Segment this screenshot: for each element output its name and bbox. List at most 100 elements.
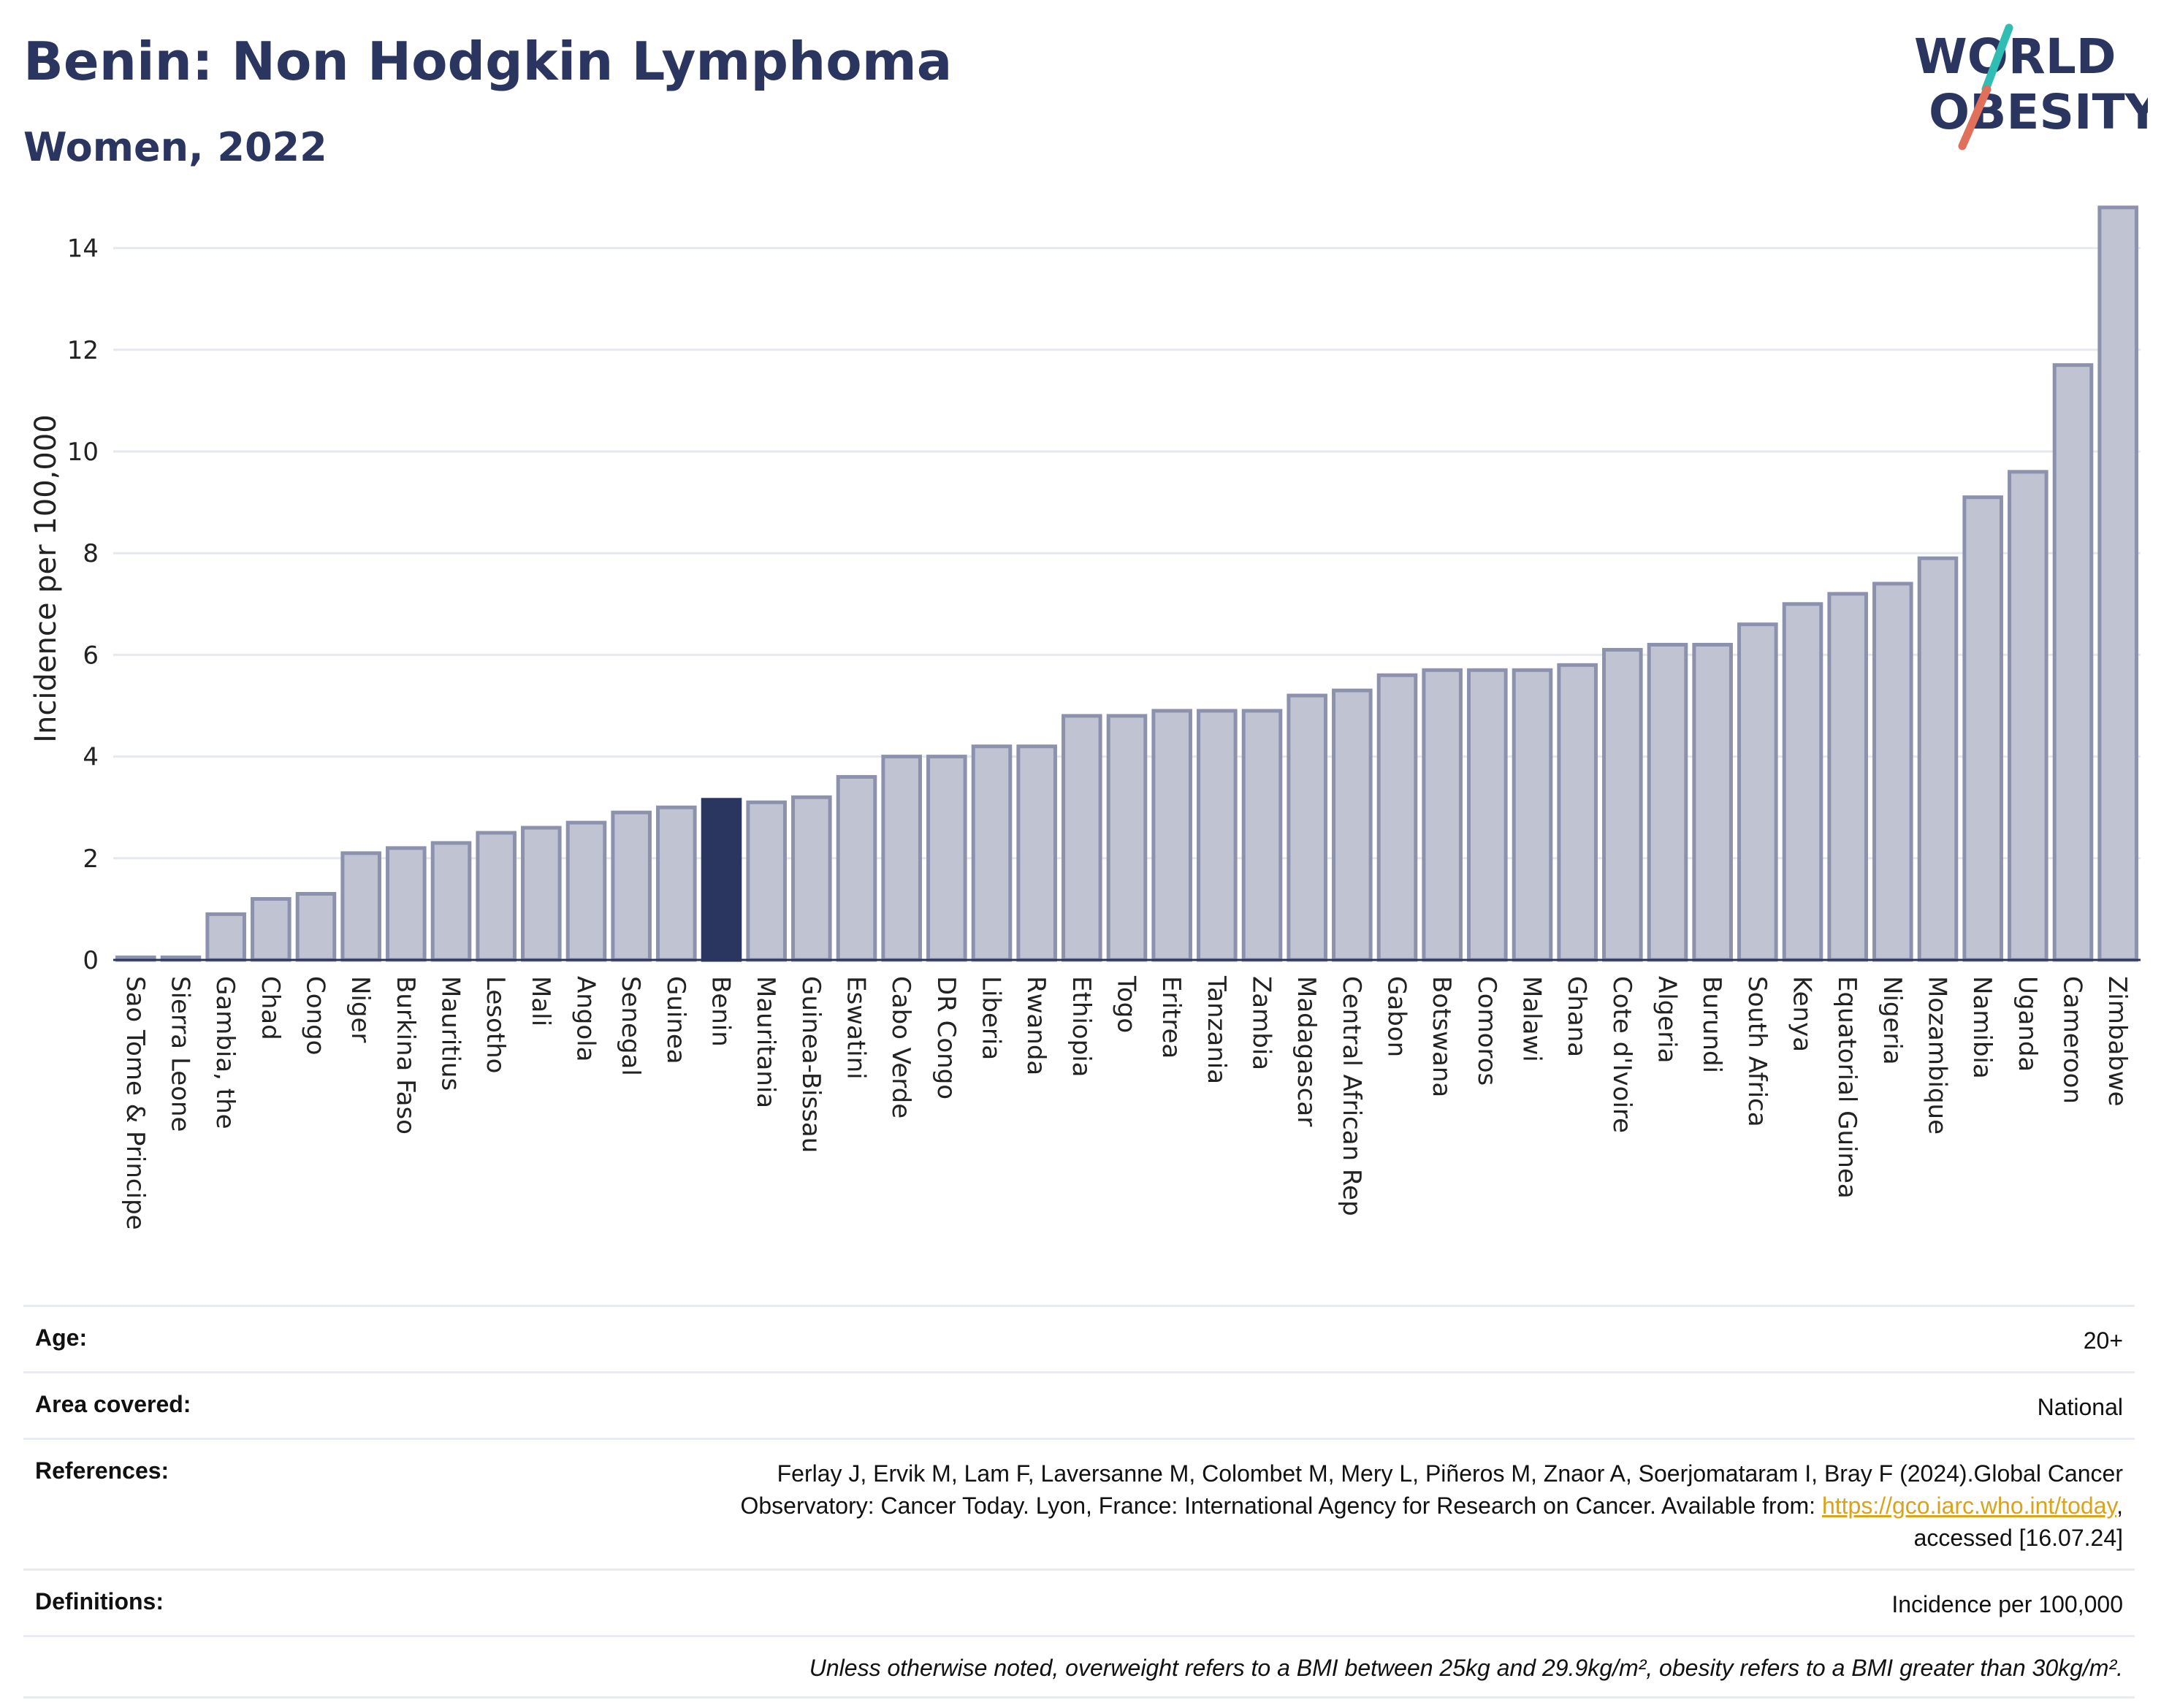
bar-dr-congo: [926, 755, 967, 962]
bar-burkina-faso: [386, 846, 427, 962]
metadata-table: Age: 20+ Area covered: National Referenc…: [23, 1305, 2135, 1699]
x-tick-label: Mozambique: [1923, 976, 1952, 1135]
age-value: 20+: [2083, 1327, 2123, 1354]
y-tick-label: 14: [67, 235, 99, 264]
bar-burundi: [1692, 642, 1733, 962]
bar-chad: [251, 896, 291, 962]
logo-slash-coral: [1958, 85, 1992, 150]
bar-guinea: [656, 805, 697, 962]
bar-gambia-the: [205, 912, 246, 962]
x-tick-label: Botswana: [1427, 976, 1456, 1097]
area-label: Area covered:: [35, 1391, 191, 1417]
bar-cote-d-ivoire: [1602, 647, 1643, 962]
x-tick-label: Senegal: [616, 976, 645, 1076]
y-axis-label: Incidence per 100,000: [29, 414, 63, 743]
x-tick-label: Equatorial Guinea: [1832, 976, 1861, 1199]
x-tick-label: Gambia, the: [210, 976, 240, 1129]
x-tick-label: DR Congo: [931, 976, 961, 1099]
bar-liberia: [971, 744, 1013, 962]
bar-senegal: [611, 810, 652, 962]
definitions-value: Incidence per 100,000: [1891, 1591, 2123, 1617]
x-tick-label: Zambia: [1247, 976, 1276, 1070]
x-tick-label: Central African Rep: [1337, 976, 1366, 1216]
meta-row-definitions: Definitions: Incidence per 100,000: [23, 1568, 2135, 1635]
x-tick-label: Zimbabwe: [2103, 976, 2132, 1107]
references-line2-post: ,: [2116, 1492, 2123, 1519]
x-tick-label: Congo: [301, 976, 330, 1055]
x-tick-label: Ghana: [1562, 976, 1591, 1057]
x-tick-label: Mali: [526, 976, 555, 1026]
bar-angola: [565, 820, 607, 962]
x-tick-label: Benin: [706, 976, 736, 1047]
bar-zambia: [1241, 709, 1283, 962]
bar-chart: 0 2 4 6 8 10 12 14 Sao Tome & Principe Sierra Le…: [29, 205, 2141, 1230]
bar-mauritius: [430, 841, 472, 962]
references-line3: accessed [16.07.24]: [1913, 1525, 2123, 1551]
x-tick-label: Burundi: [1697, 976, 1726, 1073]
y-tick-label: 10: [67, 438, 99, 467]
references-line1: Ferlay J, Ervik M, Lam F, Laversanne M, …: [777, 1460, 2123, 1487]
bars: [115, 205, 2138, 962]
x-tick-label: Cabo Verde: [886, 976, 915, 1118]
x-tick-label: Malawi: [1517, 976, 1547, 1062]
bar-gabon: [1376, 673, 1418, 962]
y-tick-label: 6: [83, 641, 99, 670]
definitions-label: Definitions:: [35, 1588, 164, 1614]
x-tick-label: Nigeria: [1878, 976, 1907, 1065]
x-tick-label: Comoros: [1472, 976, 1501, 1086]
bar-zimbabwe: [2097, 205, 2138, 962]
meta-row-age: Age: 20+: [23, 1305, 2135, 1371]
age-label: Age:: [35, 1324, 88, 1351]
bar-mozambique: [1917, 556, 1959, 962]
x-tick-label: Algeria: [1653, 976, 1682, 1063]
bmi-footnote: Unless otherwise noted, overweight refer…: [23, 1635, 2135, 1699]
bar-ethiopia: [1062, 714, 1102, 962]
meta-row-area: Area covered: National: [23, 1371, 2135, 1438]
bar-togo: [1106, 714, 1148, 962]
meta-row-references: References: Ferlay J, Ervik M, Lam F, La…: [23, 1438, 2135, 1568]
bar-cameroon: [2052, 363, 2094, 962]
y-tick-label: 2: [83, 845, 99, 874]
x-tick-label: Uganda: [2013, 976, 2042, 1072]
x-tick-label: Mauritius: [436, 976, 465, 1091]
logo-line2: OBESITY: [1929, 84, 2148, 140]
bar-cabo-verde: [881, 755, 922, 962]
x-tick-label: Liberia: [977, 976, 1006, 1060]
y-tick-label: 8: [83, 539, 99, 568]
bar-south-africa: [1737, 622, 1778, 962]
bar-ghana: [1557, 663, 1598, 962]
x-tick-label: Niger: [346, 976, 375, 1042]
bar-central-african-rep: [1332, 688, 1373, 962]
bar-kenya: [1782, 602, 1823, 962]
x-tick-label: Tanzania: [1202, 975, 1231, 1084]
x-tick-label: Guinea: [661, 976, 690, 1064]
x-tick-label: Ethiopia: [1067, 976, 1096, 1077]
bar-algeria: [1647, 642, 1688, 962]
bar-mauritania: [746, 800, 787, 962]
bar-rwanda: [1016, 744, 1057, 962]
x-tick-label: Chad: [256, 976, 285, 1040]
bar-uganda: [2008, 470, 2048, 962]
x-tick-label: Rwanda: [1021, 976, 1051, 1075]
x-tick-label: Cameroon: [2058, 976, 2087, 1104]
x-tick-label: Madagascar: [1292, 976, 1321, 1126]
x-axis-tick-labels: Sao Tome & Principe Sierra Leone Gambia, t…: [121, 975, 2132, 1230]
logo-line1: WORLD: [1914, 28, 2116, 85]
references-value: Ferlay J, Ervik M, Lam F, Laversanne M, …: [740, 1457, 2123, 1554]
x-tick-label: Togo: [1112, 975, 1141, 1033]
bar-equatorial-guinea: [1827, 592, 1868, 962]
references-label: References:: [35, 1457, 169, 1484]
page-subtitle: Women, 2022: [23, 124, 327, 170]
x-tick-label: Gabon: [1382, 976, 1411, 1057]
x-tick-label: Namibia: [1967, 976, 1997, 1079]
y-tick-label: 0: [83, 946, 99, 975]
x-tick-label: South Africa: [1742, 976, 1772, 1127]
references-link[interactable]: https://gco.iarc.who.int/today: [1821, 1492, 2117, 1519]
x-tick-label: Lesotho: [481, 976, 510, 1073]
references-line2: Observatory: Cancer Today. Lyon, France:…: [740, 1490, 2123, 1522]
x-tick-label: Eritrea: [1156, 976, 1186, 1059]
bar-congo: [295, 892, 337, 962]
bar-madagascar: [1287, 693, 1327, 962]
x-tick-label: Kenya: [1788, 976, 1817, 1052]
x-tick-label: Eswatini: [842, 976, 871, 1080]
